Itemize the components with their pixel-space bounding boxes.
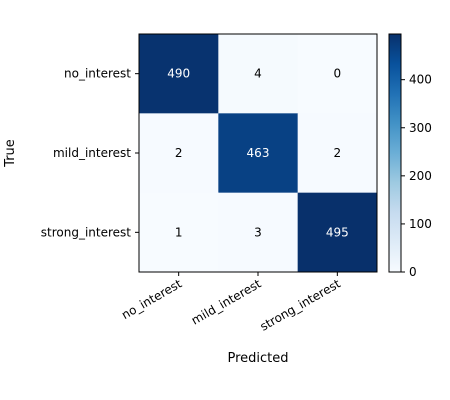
y-axis-ticks: no_interest mild_interest strong_interest <box>41 67 139 239</box>
heatmap-cell <box>139 113 219 194</box>
heatmap-cell <box>139 34 219 114</box>
y-axis-label: True <box>3 139 18 168</box>
x-axis-label: Predicted <box>227 351 288 366</box>
y-tick-label: mild_interest <box>53 146 131 160</box>
heatmap-cells: 490 4 0 2 463 2 1 3 495 <box>139 34 378 273</box>
colorbar-tick-label: 0 <box>409 265 417 279</box>
cell-value-label: 4 <box>254 67 262 81</box>
heatmap-cell <box>218 34 299 114</box>
colorbar-ticks: 0 100 200 300 400 <box>401 73 432 279</box>
heatmap-cell <box>297 113 378 194</box>
colorbar-tick-label: 400 <box>409 73 432 87</box>
colorbar-tick-label: 100 <box>409 217 432 231</box>
heatmap-cell <box>297 34 378 114</box>
cell-value-label: 463 <box>247 146 270 160</box>
cell-value-label: 1 <box>175 225 183 239</box>
x-tick-label: no_interest <box>119 276 184 322</box>
colorbar-gradient <box>388 33 402 273</box>
cell-value-label: 3 <box>254 225 262 239</box>
x-tick-label: strong_interest <box>258 276 343 333</box>
colorbar-tick-label: 300 <box>409 121 432 135</box>
cell-value-label: 2 <box>175 146 183 160</box>
heatmap-cell <box>139 192 219 273</box>
heatmap-cell <box>218 113 299 194</box>
y-tick-label: no_interest <box>64 67 131 81</box>
y-tick-label: strong_interest <box>41 225 132 239</box>
cell-value-label: 2 <box>334 146 342 160</box>
cell-value-label: 495 <box>326 225 349 239</box>
colorbar: 0 100 200 300 400 <box>388 33 432 279</box>
colorbar-tick-label: 200 <box>409 169 432 183</box>
heatmap-cell <box>218 192 299 273</box>
heatmap-cell <box>297 192 378 273</box>
cell-value-label: 490 <box>167 67 190 81</box>
cell-value-label: 0 <box>334 67 342 81</box>
x-tick-label: mild_interest <box>189 276 264 327</box>
